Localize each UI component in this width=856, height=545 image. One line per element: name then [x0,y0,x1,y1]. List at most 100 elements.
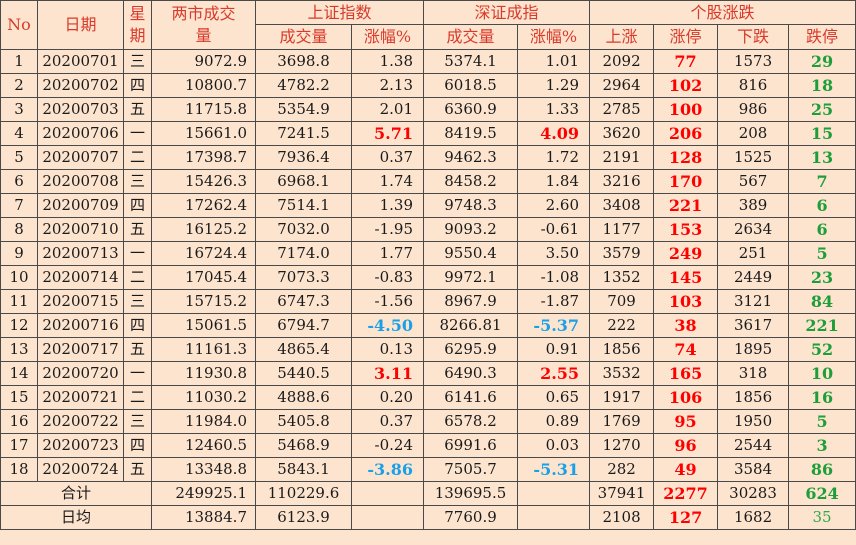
row-total-volume: 12460.5 [151,433,256,458]
total-row-sz-volume: 139695.5 [423,481,519,506]
average-row: 日均 13884.7 6123.9 7760.9 2108 127 1682 35 [0,505,856,530]
row-sz-volume: 9748.3 [423,193,519,218]
row-sz-change: 1.33 [517,97,591,122]
row-date: 20200720 [37,361,124,386]
row-sh-change: -1.56 [350,289,425,314]
row-sh-change: -1.95 [350,217,425,242]
row-sz-change: 1.01 [517,49,591,74]
row-sh-volume: 4865.4 [255,337,352,362]
row-sh-change: -0.24 [350,433,425,458]
row-up: 2964 [589,73,655,98]
row-limit-down: 84 [788,289,856,314]
row-sz-change: 2.55 [517,361,591,386]
row-sh-change: 0.37 [350,409,425,434]
table-row: 13 20200717 五 11161.3 4865.4 0.13 6295.9 0.91 18… [0,337,856,362]
total-row-sh-volume: 110229.6 [255,481,352,506]
header-up: 上涨 [589,24,655,50]
total-row-down: 30283 [717,481,790,506]
row-sh-change: 5.71 [350,121,425,146]
row-weekday: 二 [123,145,152,170]
row-sh-volume: 7073.3 [255,265,352,290]
row-total-volume: 11930.8 [151,361,256,386]
row-up: 3579 [589,241,655,266]
row-sz-volume: 6490.3 [423,361,519,386]
row-sz-volume: 9093.2 [423,217,519,242]
row-sz-volume: 6018.5 [423,73,519,98]
row-sh-volume: 4888.6 [255,385,352,410]
row-up: 2092 [589,49,655,74]
row-sh-change: 1.39 [350,193,425,218]
row-weekday: 一 [123,361,152,386]
row-sh-volume: 7936.4 [255,145,352,170]
row-no: 10 [0,265,38,290]
row-no: 2 [0,73,38,98]
row-down: 1525 [717,145,790,170]
row-weekday: 四 [123,313,152,338]
row-sh-volume: 5405.8 [255,409,352,434]
row-sz-change: 4.09 [517,121,591,146]
row-sz-change: -5.31 [517,457,591,482]
row-date: 20200713 [37,241,124,266]
row-weekday: 五 [123,97,152,122]
row-sz-volume: 8419.5 [423,121,519,146]
row-limit-down: 52 [788,337,856,362]
total-row-total-volume: 249925.1 [151,481,256,506]
row-total-volume: 9072.9 [151,49,256,74]
row-limit-up: 165 [653,361,719,386]
row-down: 1950 [717,409,790,434]
row-no: 13 [0,337,38,362]
row-sh-volume: 6968.1 [255,169,352,194]
row-total-volume: 11030.2 [151,385,256,410]
row-sh-change: 0.37 [350,145,425,170]
row-total-volume: 11161.3 [151,337,256,362]
row-weekday: 五 [123,337,152,362]
table-row: 8 20200710 五 16125.2 7032.0 -1.95 9093.2 -0.61 1… [0,217,856,242]
row-sh-volume: 7514.1 [255,193,352,218]
total-row-limit-up: 2277 [653,481,719,506]
row-limit-up: 38 [653,313,719,338]
row-limit-up: 145 [653,265,719,290]
row-limit-down: 5 [788,241,856,266]
header-row-1: No 日期 星期 两市成交量 上证指数 深证成指 个股涨跌 [0,0,856,50]
row-limit-down: 15 [788,121,856,146]
row-up: 1270 [589,433,655,458]
row-weekday: 三 [123,169,152,194]
row-sh-volume: 3698.8 [255,49,352,74]
row-weekday: 一 [123,121,152,146]
table-row: 18 20200724 五 13348.8 5843.1 -3.86 7505.7 -5.31… [0,457,856,482]
table-row: 17 20200723 四 12460.5 5468.9 -0.24 6991.6 0.03 1… [0,433,856,458]
row-sh-volume: 5468.9 [255,433,352,458]
row-sz-volume: 6991.6 [423,433,519,458]
row-sz-volume: 9462.3 [423,145,519,170]
row-weekday: 五 [123,217,152,242]
total-row-label: 合计 [0,481,152,506]
row-sh-change: 1.38 [350,49,425,74]
table-row: 2 20200702 四 10800.7 4782.2 2.13 6018.5 1.29 296… [0,73,856,98]
row-limit-down: 5 [788,409,856,434]
row-sz-change: 1.84 [517,169,591,194]
row-limit-up: 100 [653,97,719,122]
row-sz-volume: 8266.81 [423,313,519,338]
row-total-volume: 15661.0 [151,121,256,146]
table-row: 7 20200709 四 17262.4 7514.1 1.39 9748.3 2.60 340… [0,193,856,218]
total-row-sz-change [517,481,591,506]
row-no: 8 [0,217,38,242]
row-limit-up: 170 [653,169,719,194]
row-sh-volume: 7032.0 [255,217,352,242]
row-total-volume: 10800.7 [151,73,256,98]
row-weekday: 三 [123,49,152,74]
row-limit-up: 106 [653,385,719,410]
row-no: 11 [0,289,38,314]
row-no: 16 [0,409,38,434]
row-limit-down: 10 [788,361,856,386]
row-weekday: 三 [123,409,152,434]
row-sh-volume: 5843.1 [255,457,352,482]
row-no: 14 [0,361,38,386]
market-stats-table: No 日期 星期 两市成交量 上证指数 深证成指 个股涨跌 成交量 涨幅% 成交… [0,0,856,530]
header-row-2: 成交量 涨幅% 成交量 涨幅% 上涨 涨停 下跌 跌停 [1,24,856,50]
row-down: 3617 [717,313,790,338]
row-sh-volume: 5440.5 [255,361,352,386]
row-total-volume: 16125.2 [151,217,256,242]
row-date: 20200707 [37,145,124,170]
row-sh-change: 2.01 [350,97,425,122]
